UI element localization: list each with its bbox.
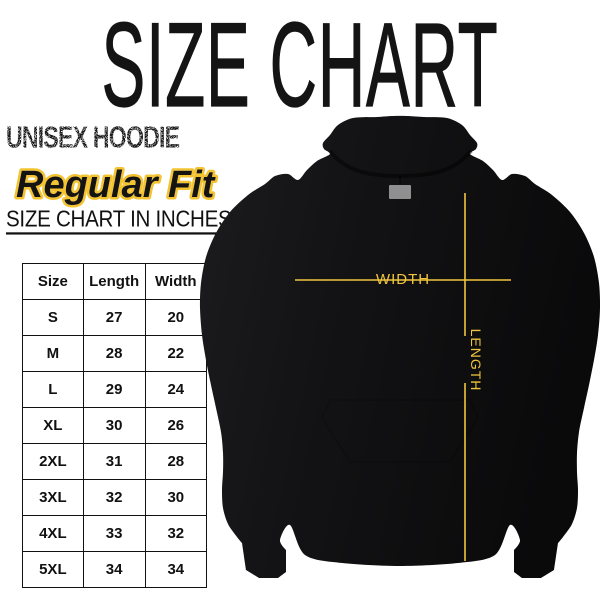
svg-text:WIDTH: WIDTH bbox=[376, 271, 430, 288]
svg-text:LENGTH: LENGTH bbox=[468, 329, 484, 392]
